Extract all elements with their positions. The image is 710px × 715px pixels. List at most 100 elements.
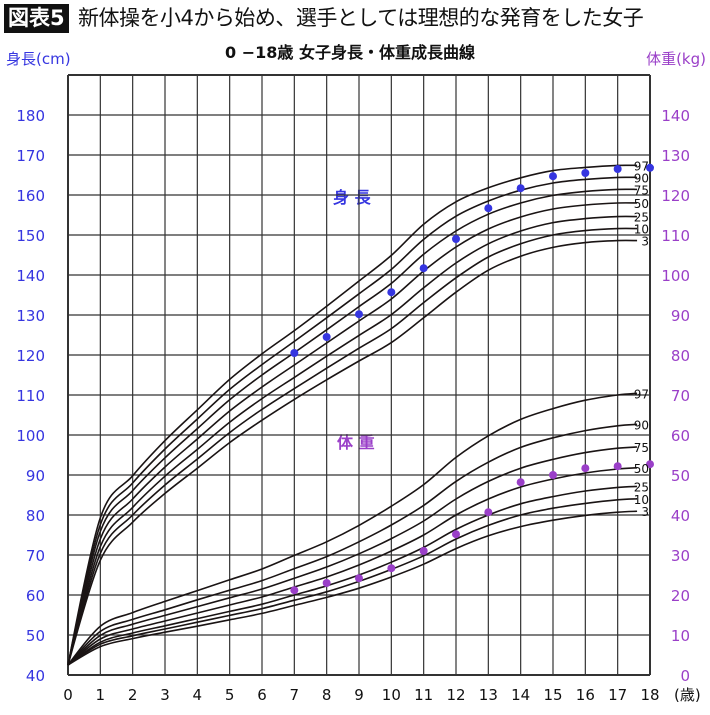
x-tick-label: 1 <box>96 686 106 704</box>
right-y-tick-label: 50 <box>671 467 690 485</box>
x-tick-label: 10 <box>382 686 401 704</box>
weight-data-point <box>646 460 654 469</box>
weight-percentile-curve-90 <box>67 423 638 666</box>
height-data-point <box>452 235 460 243</box>
right-axis-label: 体重(kg) <box>646 50 706 68</box>
figure-badge: 図表5 <box>4 4 69 33</box>
right-y-tick-label: 90 <box>671 307 690 325</box>
weight-data-point <box>387 564 396 573</box>
left-y-tick-label: 170 <box>16 147 45 165</box>
left-y-tick-label: 40 <box>26 667 45 685</box>
height-percentile-curve-3 <box>67 239 638 666</box>
height-percentile-label: 10 <box>634 223 649 237</box>
weight-data-point <box>581 464 590 473</box>
x-tick-label: 9 <box>354 686 364 704</box>
left-y-tick-label: 80 <box>26 507 45 525</box>
height-percentile-label: 75 <box>634 183 649 197</box>
weight-percentile-curve-75 <box>67 446 638 666</box>
right-y-tick-label: 110 <box>661 227 690 245</box>
weight-data-point <box>516 478 525 487</box>
weight-percentile-label: 75 <box>634 441 649 455</box>
x-tick-label: 0 <box>63 686 73 704</box>
height-data-point <box>646 163 654 172</box>
left-axis-label: 身長(cm) <box>6 50 71 68</box>
weight-percentile-curve-97 <box>67 392 638 666</box>
chart-title: 0 −18歳 女子身長・体重成長曲線 <box>225 43 475 62</box>
height-data-point <box>613 165 622 173</box>
height-percentile-curve-75 <box>67 188 638 666</box>
x-tick-label: 14 <box>511 686 530 704</box>
right-y-tick-label: 130 <box>661 147 690 165</box>
x-tick-label: 6 <box>257 686 267 704</box>
right-y-tick-label: 120 <box>661 187 690 205</box>
height-data-point <box>516 184 525 193</box>
height-percentile-curve-90 <box>67 176 638 666</box>
figure-title: 新体操を小4から始め、選手としては理想的な発育をした女子 <box>78 6 644 30</box>
left-y-tick-label: 160 <box>16 187 45 205</box>
x-tick-label: 2 <box>128 686 138 704</box>
weight-percentile-label: 50 <box>634 462 649 476</box>
weight-percentile-curve-3 <box>67 510 638 666</box>
weight-percentile-label: 10 <box>634 493 649 507</box>
weight-percentile-label: 25 <box>634 480 649 494</box>
x-tick-label: 3 <box>160 686 170 704</box>
x-tick-label: 8 <box>322 686 332 704</box>
left-y-tick-label: 130 <box>16 307 45 325</box>
height-data-point <box>549 172 557 181</box>
height-data-point <box>387 288 396 297</box>
right-y-tick-label: 140 <box>661 107 690 125</box>
height-data-point <box>322 333 331 341</box>
x-tick-label: 18 <box>640 686 659 704</box>
x-axis-label: (歳) <box>674 686 701 704</box>
weight-data-point <box>549 471 557 479</box>
right-y-tick-label: 100 <box>661 267 690 285</box>
left-y-tick-label: 90 <box>26 467 45 485</box>
weight-data-point <box>484 508 493 517</box>
height-data-point <box>484 204 493 213</box>
x-tick-label: 16 <box>576 686 595 704</box>
weight-section-label: 体 重 <box>337 433 375 452</box>
height-percentile-label: 97 <box>634 159 649 173</box>
height-section-label: 身 長 <box>333 188 372 207</box>
weight-percentile-curve-25 <box>67 485 638 666</box>
x-tick-label: 4 <box>193 686 203 704</box>
height-data-point <box>355 310 363 319</box>
x-tick-label: 7 <box>290 686 300 704</box>
height-percentile-label: 3 <box>641 235 649 249</box>
left-y-tick-label: 50 <box>26 627 45 645</box>
weight-data-point <box>290 586 299 595</box>
weight-data-point <box>355 574 363 583</box>
right-y-tick-label: 20 <box>671 587 690 605</box>
left-y-tick-label: 180 <box>16 107 45 125</box>
height-data-point <box>581 169 590 177</box>
height-percentile-curve-50 <box>67 202 638 666</box>
x-tick-label: 11 <box>414 686 433 704</box>
left-y-tick-label: 70 <box>26 547 45 565</box>
height-percentile-curve-10 <box>67 227 638 666</box>
left-y-tick-label: 60 <box>26 587 45 605</box>
x-tick-label: 13 <box>479 686 498 704</box>
weight-percentile-label: 90 <box>634 418 649 432</box>
weight-data-point <box>419 547 428 555</box>
x-tick-label: 12 <box>446 686 465 704</box>
height-percentile-curve-97 <box>67 164 638 666</box>
weight-percentile-curve-10 <box>67 498 638 666</box>
weight-data-point <box>452 530 460 539</box>
x-tick-label: 17 <box>608 686 627 704</box>
x-tick-label: 5 <box>225 686 235 704</box>
height-data-point <box>290 349 299 357</box>
weight-percentile-label: 3 <box>641 505 649 519</box>
right-y-tick-label: 80 <box>671 347 690 365</box>
weight-percentile-label: 97 <box>634 387 649 401</box>
height-data-point <box>419 264 428 273</box>
height-percentile-label: 25 <box>634 211 649 225</box>
left-y-tick-label: 120 <box>16 347 45 365</box>
height-percentile-curve-25 <box>67 215 638 666</box>
right-y-tick-label: 70 <box>671 387 690 405</box>
right-y-tick-label: 60 <box>671 427 690 445</box>
right-y-tick-label: 30 <box>671 547 690 565</box>
height-percentile-label: 90 <box>634 171 649 185</box>
left-y-tick-label: 140 <box>16 267 45 285</box>
left-y-tick-label: 150 <box>16 227 45 245</box>
